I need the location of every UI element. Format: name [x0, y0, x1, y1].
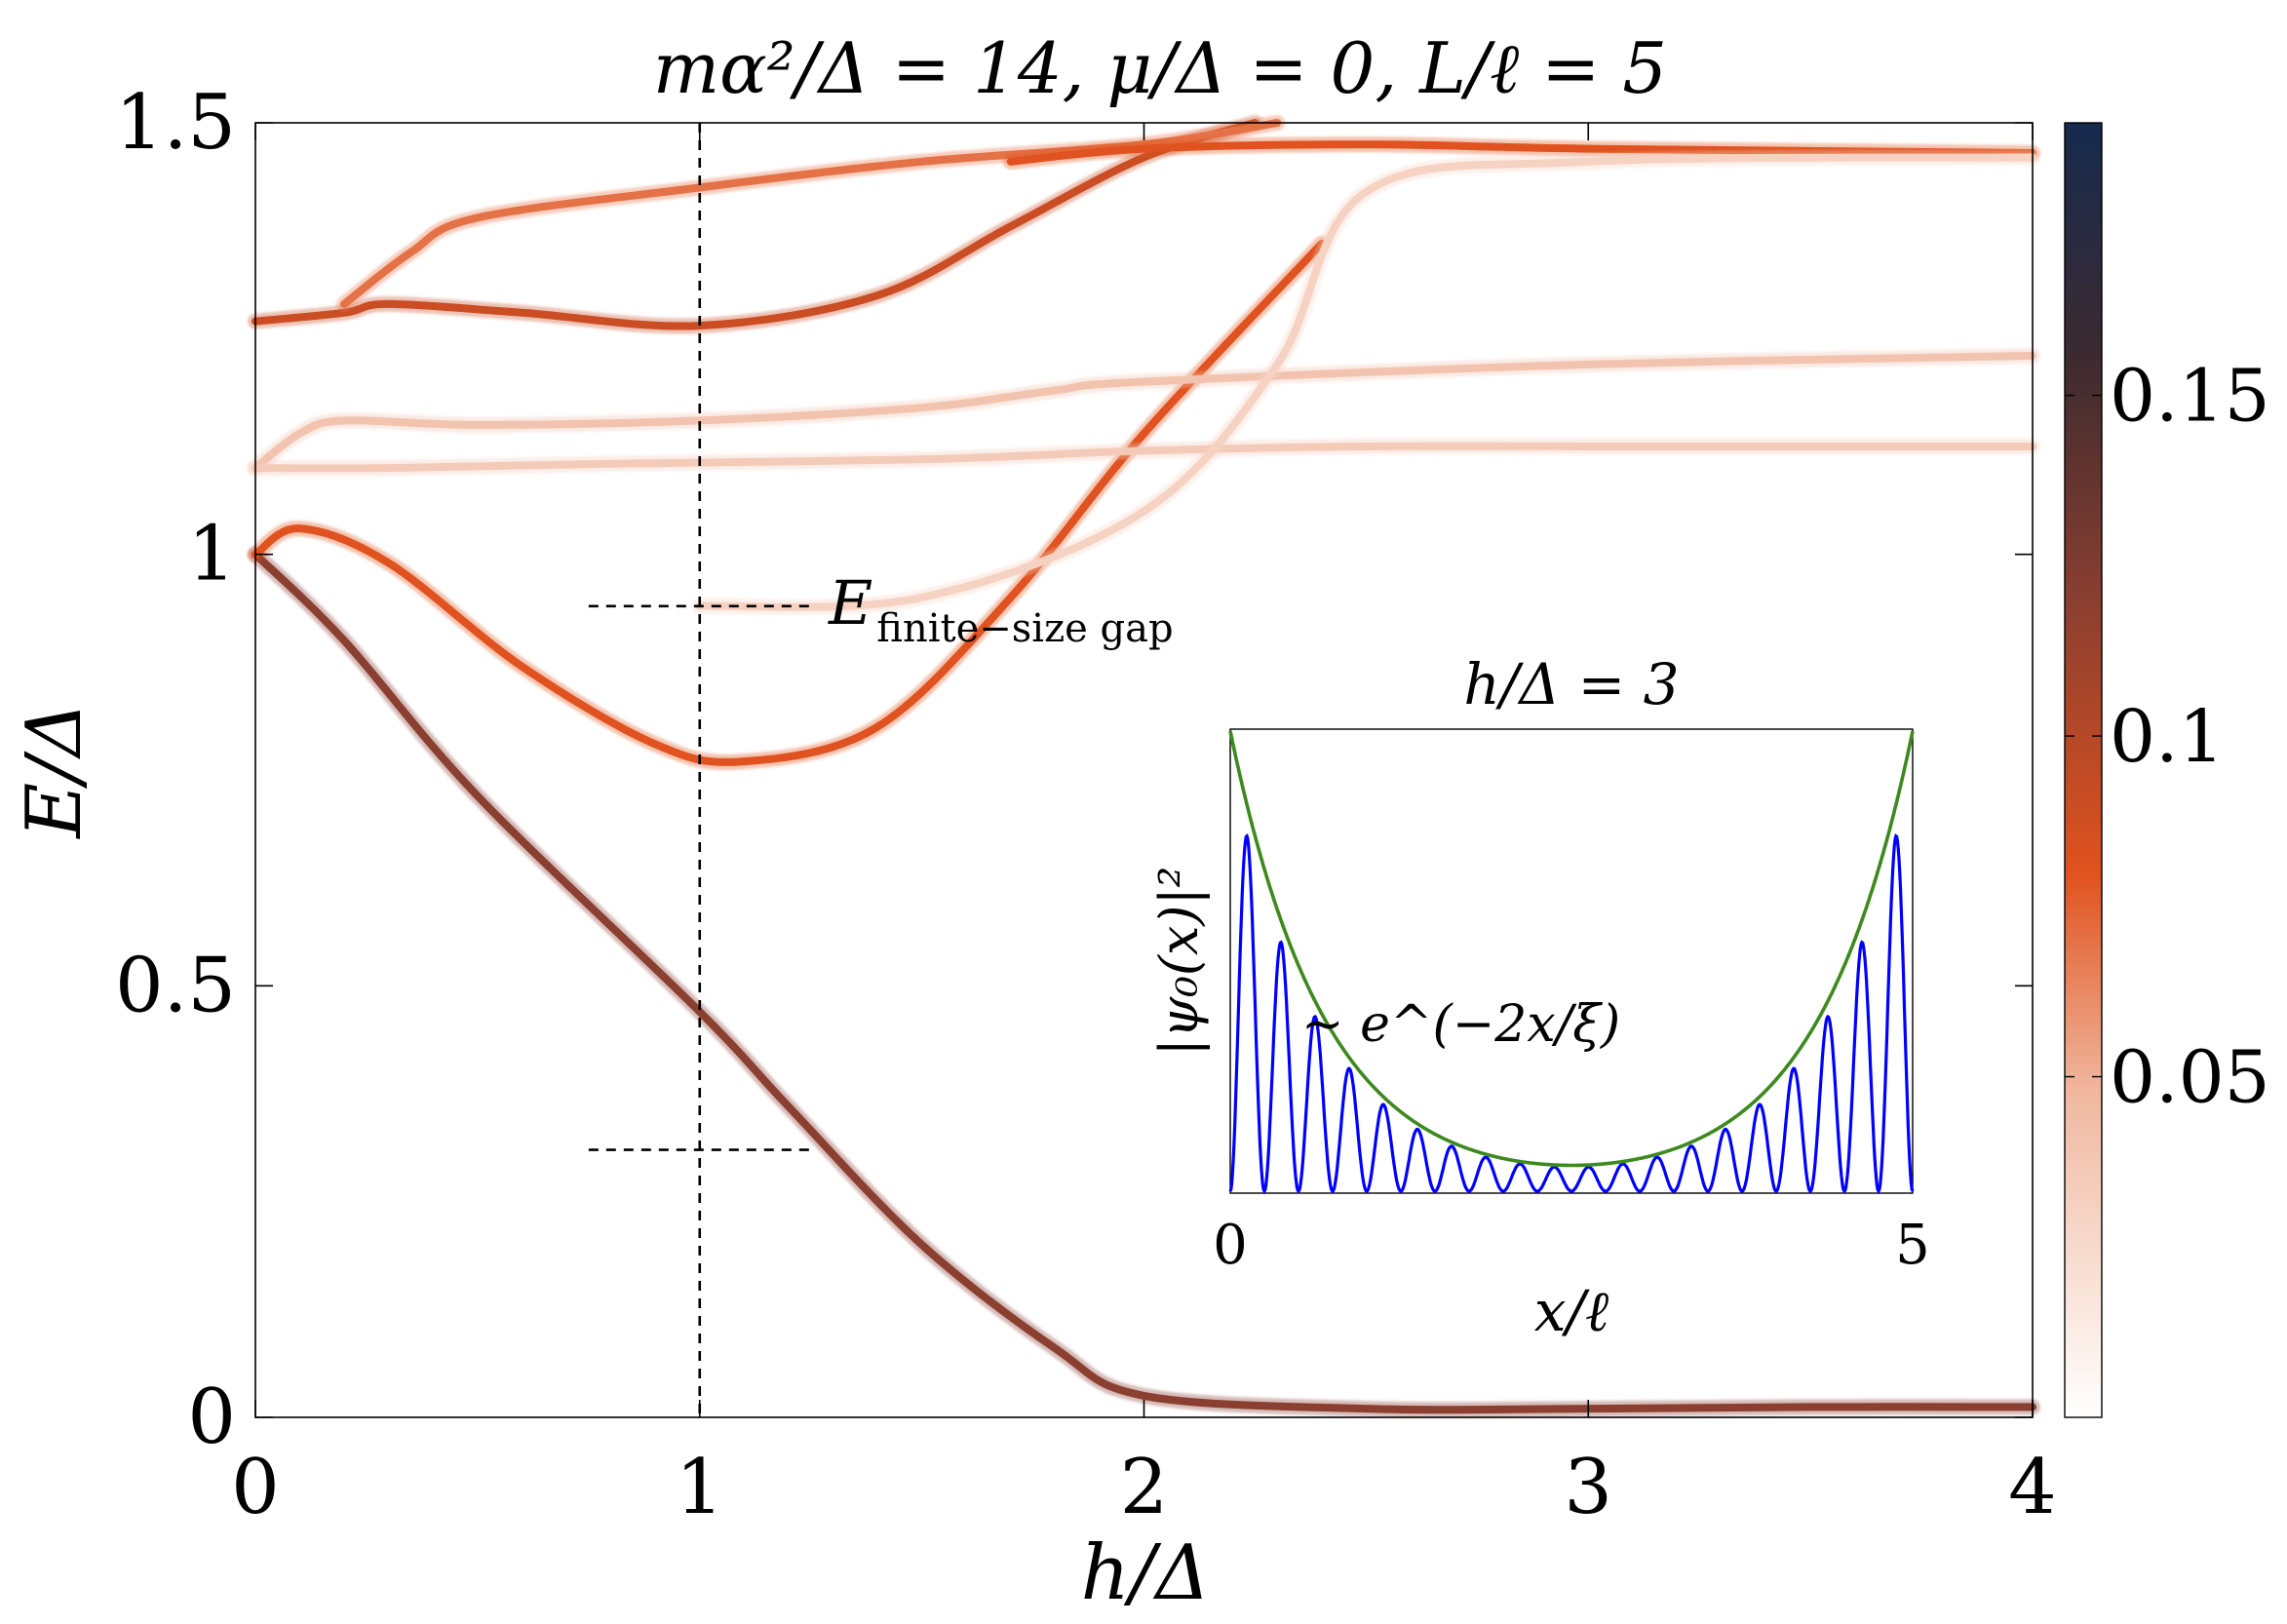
band-7 [695, 153, 2036, 611]
inset-x-tick-label: 5 [1895, 1214, 1930, 1277]
inset-y-axis-label: |ψ₀(x)|² [1148, 867, 1210, 1057]
y-tick-label: 1 [187, 511, 236, 599]
x-tick-label: 4 [2008, 1444, 2057, 1531]
band-3 [252, 442, 2036, 473]
colorbar-ticks: 0.05 0.1 0.15 [2065, 355, 2270, 1120]
band-4 [252, 119, 1260, 330]
x-tick-label: 0 [231, 1444, 280, 1531]
y-tick-label: 0 [187, 1373, 236, 1461]
band-2 [252, 352, 2036, 473]
inset-plot-area [1229, 728, 1914, 1194]
y-tick-label: 1.5 [115, 79, 236, 167]
band-0 [252, 550, 2036, 1414]
colorbar: 0.05 0.1 0.15 [2064, 122, 2270, 1418]
envelope-line [1228, 730, 1915, 1168]
y-tick-label: 0.5 [115, 942, 236, 1029]
colorbar-gradient [2064, 122, 2103, 1418]
inset-x-axis-label: x/ℓ [1534, 1278, 1609, 1344]
colorbar-tick-label: 0.15 [2110, 355, 2270, 439]
colorbar-tick-label: 0.1 [2110, 695, 2225, 779]
y-axis-label: E/Δ [11, 702, 98, 840]
x-tick-label: 3 [1564, 1444, 1612, 1531]
inset-annotation: ∼ e^(−2x/ξ) [1301, 995, 1620, 1054]
spectral-bands [248, 115, 2040, 1418]
x-tick-label: 1 [676, 1444, 724, 1531]
chart-title: mα²/Δ = 14, μ/Δ = 0, L/ℓ = 5 [653, 27, 1667, 109]
main-tick-labels: 0 1 2 3 4 0 0.5 1 1.5 [115, 79, 2057, 1531]
inset-x-tick-label: 0 [1213, 1214, 1248, 1277]
gap-markers [588, 123, 811, 1417]
colorbar-tick-label: 0.05 [2110, 1036, 2270, 1120]
inset-title: h/Δ = 3 [1463, 651, 1679, 717]
x-tick-label: 2 [1120, 1444, 1169, 1531]
main-ticks [254, 122, 2034, 1418]
x-axis-label: h/Δ [1081, 1529, 1211, 1617]
wavefunction-line [1228, 833, 1915, 1195]
